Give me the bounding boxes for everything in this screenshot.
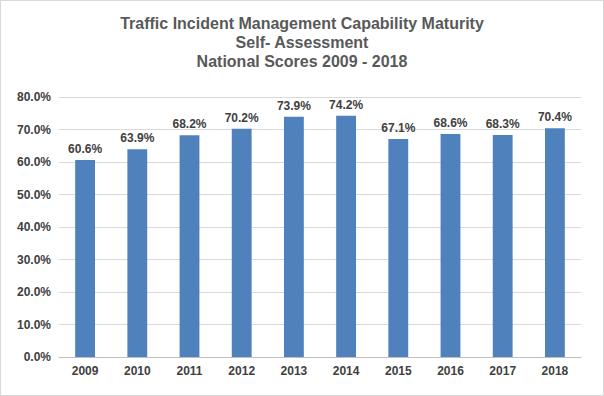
svg-text:70.4%: 70.4% (538, 110, 572, 124)
svg-text:2017: 2017 (489, 364, 516, 378)
svg-text:80.0%: 80.0% (17, 90, 51, 104)
svg-text:68.2%: 68.2% (172, 117, 206, 131)
svg-text:Traffic Incident Management Ca: Traffic Incident Management Capability M… (120, 15, 484, 32)
svg-text:74.2%: 74.2% (329, 98, 363, 112)
svg-text:Self- Assessment: Self- Assessment (236, 34, 369, 51)
svg-text:60.6%: 60.6% (68, 142, 102, 156)
svg-text:67.1%: 67.1% (381, 121, 415, 135)
svg-text:68.3%: 68.3% (486, 117, 520, 131)
svg-text:2012: 2012 (228, 364, 255, 378)
svg-text:50.0%: 50.0% (17, 188, 51, 202)
svg-text:National Scores 2009 - 2018: National Scores 2009 - 2018 (197, 53, 408, 70)
svg-text:2018: 2018 (542, 364, 569, 378)
svg-text:30.0%: 30.0% (17, 253, 51, 267)
svg-text:73.9%: 73.9% (277, 99, 311, 113)
svg-text:20.0%: 20.0% (17, 285, 51, 299)
svg-text:40.0%: 40.0% (17, 220, 51, 234)
svg-text:2009: 2009 (72, 364, 99, 378)
svg-text:68.6%: 68.6% (433, 116, 467, 130)
svg-text:2011: 2011 (176, 364, 202, 378)
svg-text:2014: 2014 (333, 364, 360, 378)
svg-text:2010: 2010 (124, 364, 151, 378)
svg-text:2013: 2013 (281, 364, 308, 378)
svg-text:63.9%: 63.9% (120, 131, 154, 145)
svg-text:60.0%: 60.0% (17, 155, 51, 169)
svg-text:0.0%: 0.0% (24, 350, 52, 364)
svg-text:70.0%: 70.0% (17, 123, 51, 137)
svg-text:70.2%: 70.2% (225, 111, 259, 125)
svg-text:2015: 2015 (385, 364, 412, 378)
svg-text:10.0%: 10.0% (17, 318, 51, 332)
svg-text:2016: 2016 (437, 364, 464, 378)
